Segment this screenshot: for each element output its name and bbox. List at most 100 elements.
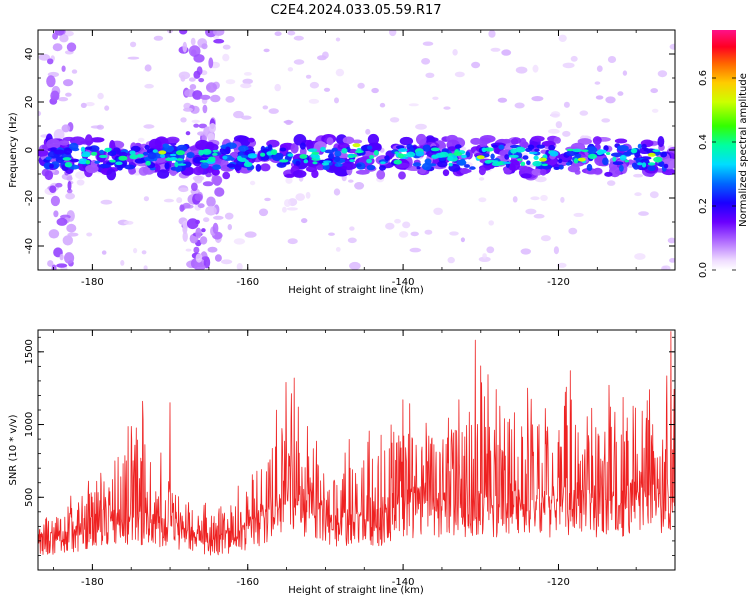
speckle-blob [100, 199, 113, 205]
streak-blob [205, 205, 217, 216]
band-blob [604, 171, 613, 177]
band-hot-blob [109, 159, 116, 163]
spectrogram-panel: -180 -160 -140 -120 -40 -20 0 20 40 Height of st… [8, 29, 676, 296]
y-tick-label: -20 [24, 190, 35, 206]
band-hot-blob [177, 163, 187, 166]
streak-blob [66, 42, 77, 52]
band-hot-blob [393, 159, 402, 165]
band-hot-blob [176, 158, 184, 161]
band-core-blob [469, 166, 476, 170]
streak-blob [188, 45, 201, 57]
band-core-blob [99, 149, 105, 155]
band-core-blob [454, 144, 462, 149]
streak-blob [185, 131, 191, 136]
band-blob [129, 169, 136, 174]
streak-blob [179, 30, 188, 35]
band-core-blob [384, 155, 390, 162]
streak-blob [59, 34, 69, 43]
band-hot-blob [279, 159, 289, 163]
band-blob [342, 136, 355, 145]
speckle-blob [101, 250, 107, 255]
streak-blob [198, 78, 205, 83]
speckle-blob [293, 35, 304, 41]
speckle-blob [349, 226, 355, 231]
speckle-blob [287, 30, 296, 36]
band-core-blob [55, 156, 65, 164]
speckle-blob [143, 265, 148, 270]
speckle-blob [287, 238, 298, 245]
band-hot-blob [612, 156, 617, 162]
band-blob [553, 136, 561, 144]
streak-blob [214, 187, 225, 197]
band-blob [292, 169, 307, 178]
speckle-blob [415, 123, 427, 130]
speckle-blob [335, 247, 341, 252]
streak-blob [192, 90, 203, 100]
speckle-blob [478, 256, 491, 262]
x-tick-label: -180 [81, 277, 104, 288]
band-hot-blob [397, 153, 404, 159]
speckle-blob [225, 96, 235, 103]
band-blob [206, 141, 215, 150]
band-hot-blob [129, 150, 136, 155]
y-tick-label: 500 [24, 488, 35, 507]
speckle-blob [309, 81, 319, 89]
band-blob [46, 138, 61, 150]
speckle-blob [617, 91, 624, 96]
speckle-blob [335, 68, 345, 77]
speckle-blob [104, 105, 110, 111]
speckle-blob [220, 259, 233, 265]
spectrogram-x-axis-label: Height of straight line (km) [288, 285, 424, 296]
band-hot-blob [399, 148, 407, 151]
band-core-blob [464, 164, 470, 168]
band-blob [211, 168, 220, 176]
speckle-blob [305, 191, 311, 199]
speckle-blob [71, 69, 78, 74]
band-blob [340, 162, 357, 171]
y-tick-label: 40 [24, 48, 35, 61]
band-core-blob [255, 164, 262, 172]
band-hot-blob [508, 155, 516, 158]
band-hot-blob [202, 148, 212, 155]
band-core-blob [134, 158, 146, 164]
speckle-blob [354, 182, 365, 190]
streak-blob [182, 231, 188, 243]
band-hot-blob [431, 154, 439, 159]
band-core-blob [147, 152, 157, 160]
band-blob [478, 167, 486, 176]
streak-blob [62, 235, 73, 246]
band-core-blob [422, 144, 431, 152]
band-core-blob [334, 150, 342, 157]
band-core-blob [331, 147, 338, 152]
speckle-blob [130, 41, 137, 48]
band-core-blob [299, 142, 306, 150]
speckle-blob [558, 34, 567, 42]
streak-blob [65, 192, 75, 200]
speckle-blob [233, 110, 244, 119]
band-hot-blob [619, 154, 627, 161]
speckle-blob [268, 108, 279, 114]
band-blob [315, 164, 326, 171]
speckle-blob [501, 49, 512, 56]
band-hot-blob [637, 162, 643, 166]
band-core-blob [142, 151, 149, 156]
band-core-blob [124, 164, 136, 170]
streak-blob [202, 104, 208, 114]
band-hot-blob [573, 158, 579, 164]
band-hot-blob [453, 151, 463, 156]
band-core-blob [558, 158, 563, 164]
streak-blob [182, 41, 188, 53]
band-blob [517, 165, 529, 171]
speckle-blob [540, 194, 548, 202]
streak-blob [197, 203, 205, 209]
speckle-blob [460, 237, 465, 243]
band-blob [592, 136, 602, 145]
speckle-blob [638, 211, 649, 216]
streak-blob [201, 43, 208, 50]
speckle-blob [533, 213, 545, 219]
band-core-blob [49, 163, 54, 169]
streak-blob [203, 217, 210, 223]
band-hot-blob [104, 147, 111, 153]
streak-blob [64, 252, 75, 264]
speckle-blob [402, 221, 411, 229]
